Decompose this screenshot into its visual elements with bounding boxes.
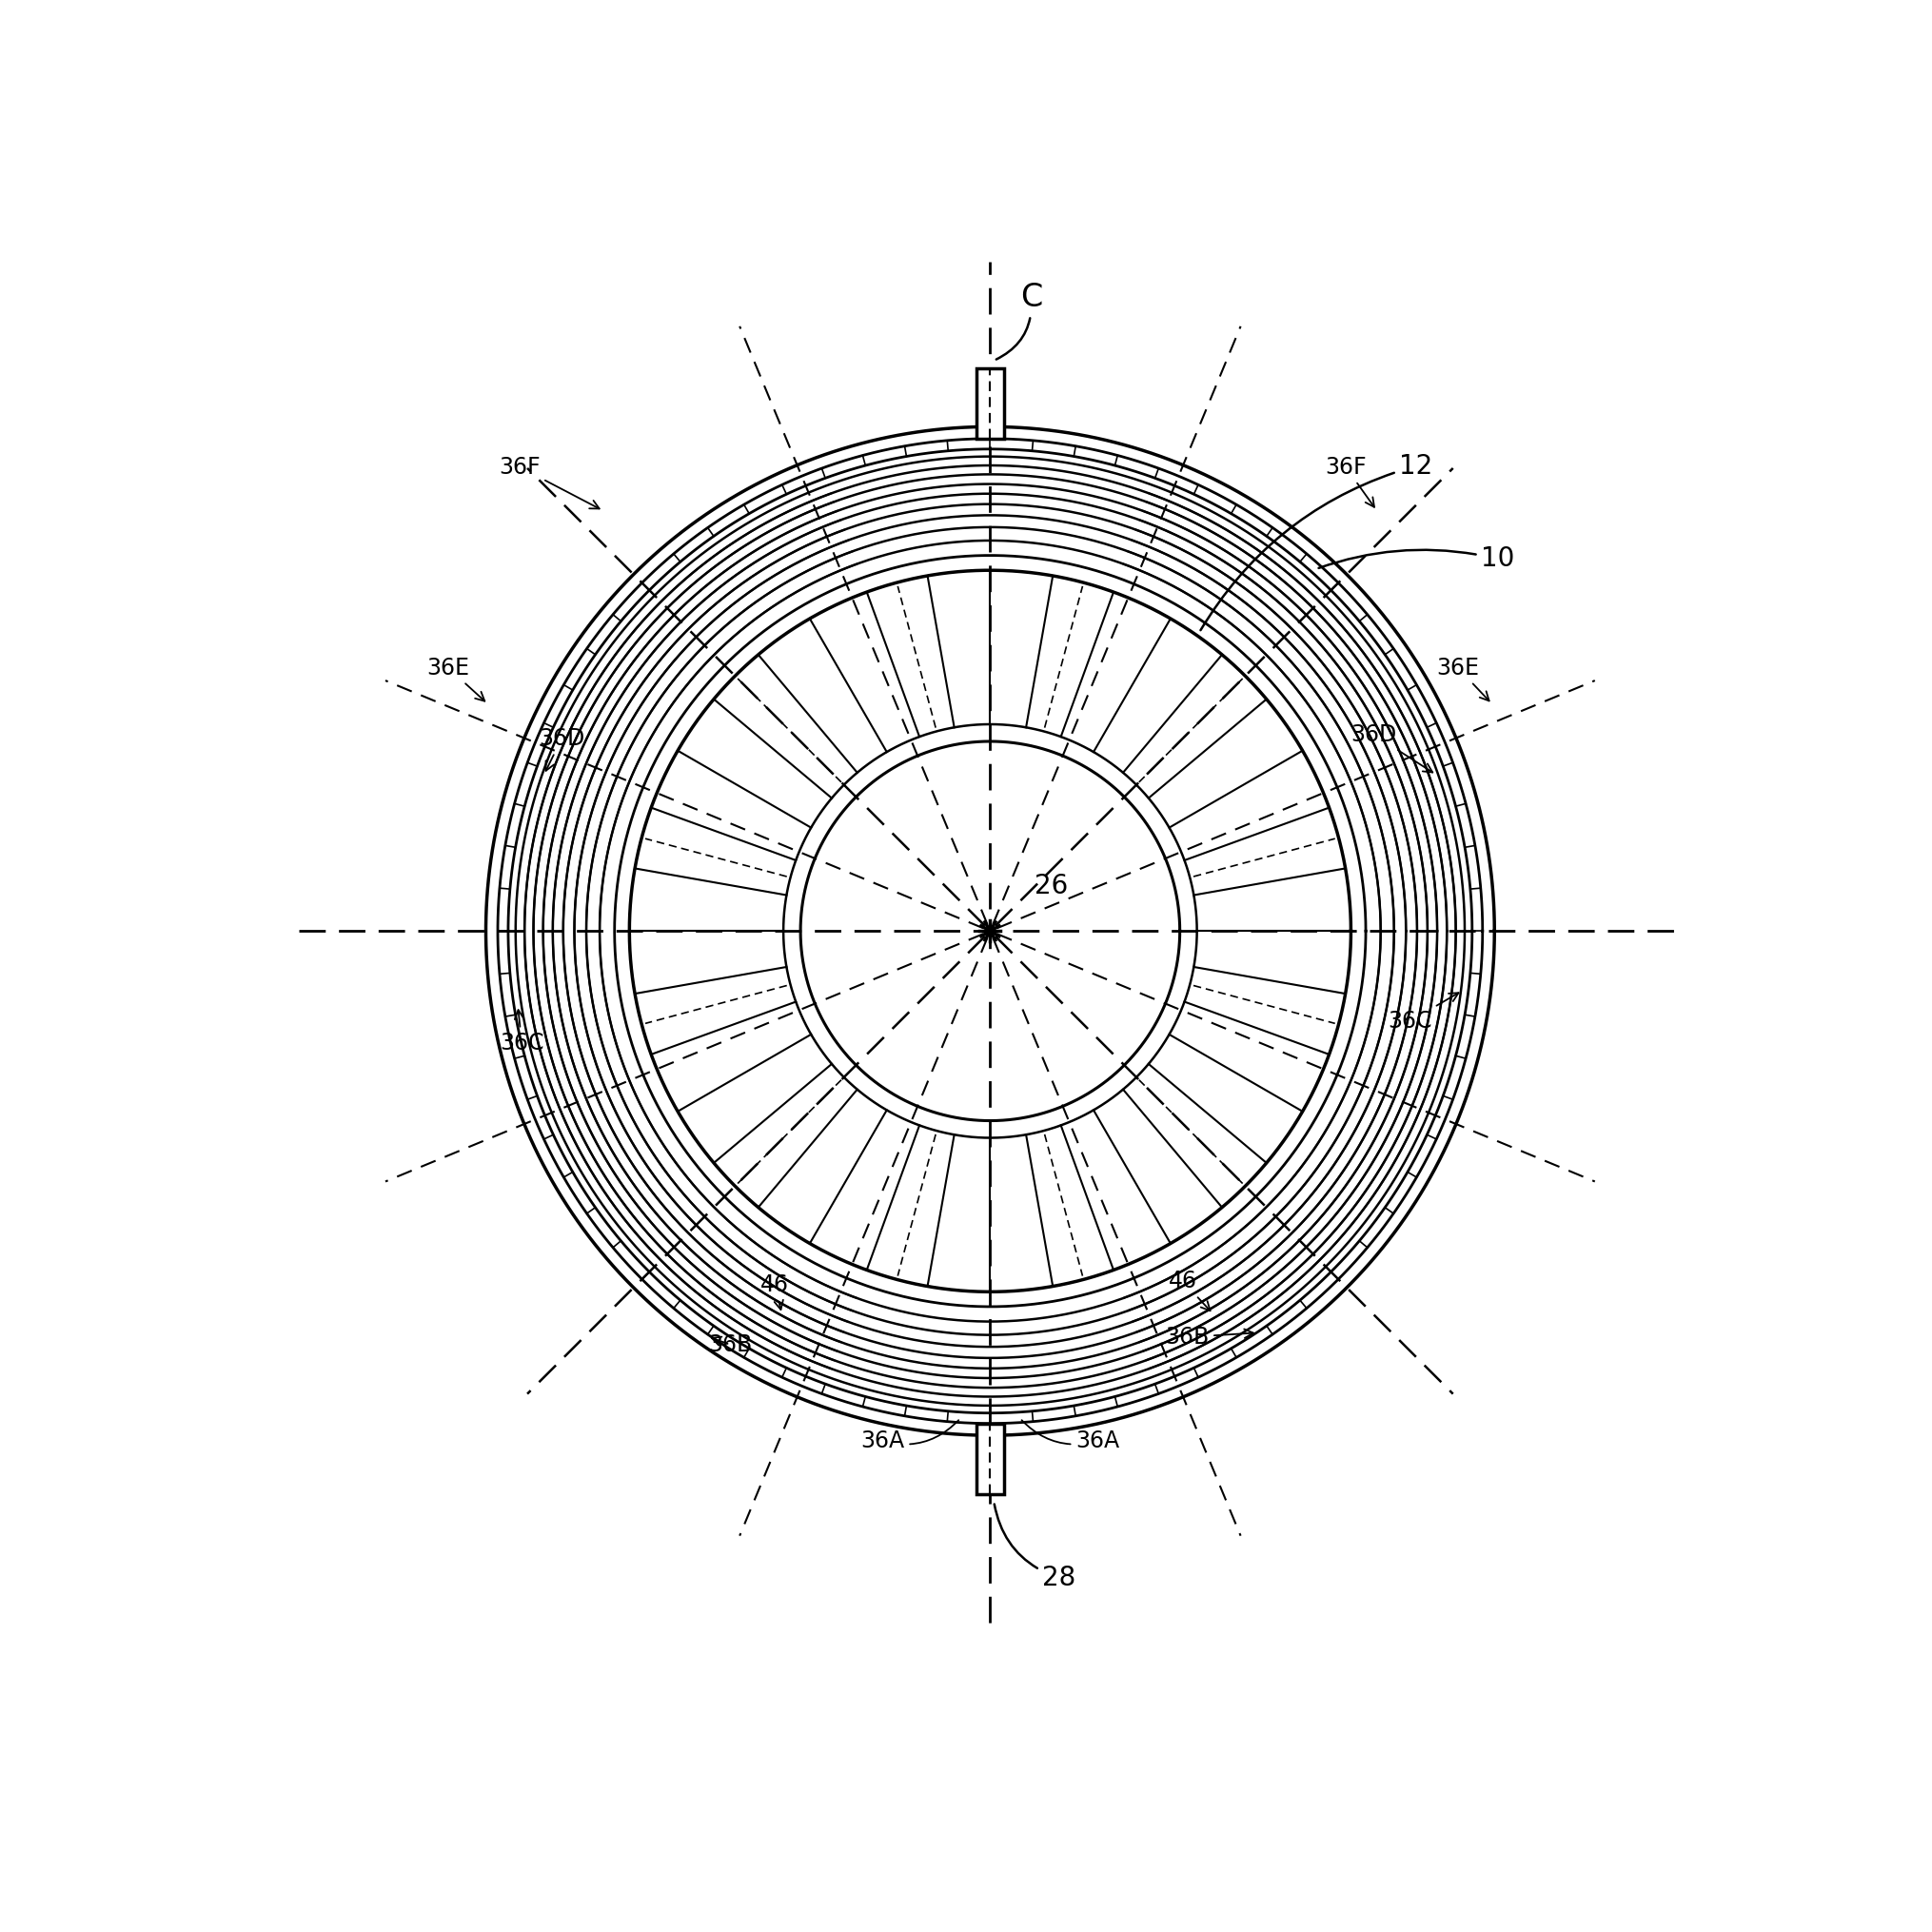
Text: 10: 10 <box>1320 545 1515 572</box>
Text: 36E: 36E <box>427 657 485 701</box>
Text: 28: 28 <box>995 1505 1076 1592</box>
Text: 46: 46 <box>1169 1269 1209 1310</box>
Text: 36B: 36B <box>1165 1325 1254 1349</box>
Text: 36F: 36F <box>1325 456 1374 506</box>
Text: C: C <box>997 282 1041 359</box>
Text: 36C: 36C <box>1387 993 1459 1032</box>
Text: 12: 12 <box>1200 452 1434 630</box>
Text: 36E: 36E <box>1435 657 1490 701</box>
Text: 26: 26 <box>1036 873 1068 900</box>
Text: 36A: 36A <box>862 1420 958 1453</box>
Text: 36F: 36F <box>498 456 599 508</box>
Text: 36C: 36C <box>500 1010 545 1055</box>
Text: 46: 46 <box>761 1273 790 1310</box>
Text: 36A: 36A <box>1022 1420 1119 1453</box>
Text: 36D: 36D <box>539 726 585 771</box>
FancyBboxPatch shape <box>976 367 1005 439</box>
Text: 36D: 36D <box>1350 723 1434 773</box>
Text: 36B: 36B <box>709 1333 752 1356</box>
FancyBboxPatch shape <box>976 1424 1005 1493</box>
